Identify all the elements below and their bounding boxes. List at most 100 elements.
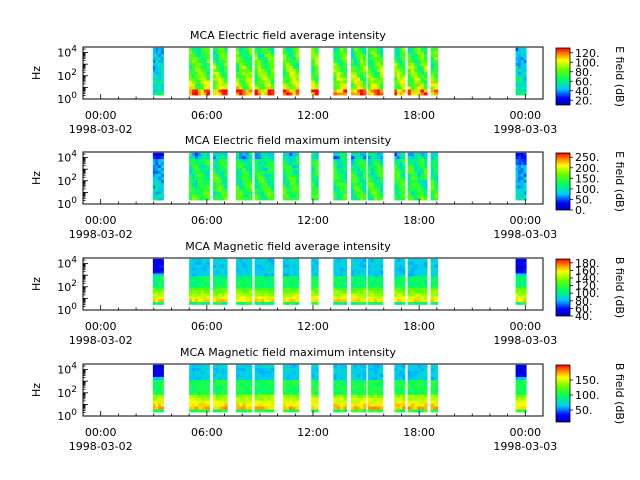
spectrogram-cell [189, 379, 193, 383]
spectrogram-cell [434, 167, 439, 171]
spectrogram-cell [520, 258, 524, 263]
spectrogram-cell [245, 295, 250, 300]
spectrogram-cell [236, 273, 240, 277]
spectrogram-cell [354, 83, 358, 87]
spectrogram-cell [213, 281, 217, 285]
spectrogram-cell [343, 68, 348, 72]
spectrogram-cell [221, 275, 225, 280]
spectrogram-cell [213, 284, 217, 288]
spectrogram-cell [402, 406, 406, 410]
spectrogram-cell [192, 164, 196, 168]
spectrogram-cell [397, 89, 401, 93]
spectrogram-cell [213, 80, 217, 84]
spectrogram-cell [270, 92, 275, 96]
spectrogram-cell [189, 170, 193, 174]
spectrogram-cell [289, 270, 293, 274]
spectrogram-cell [248, 164, 253, 168]
spectrogram-cell [520, 188, 524, 192]
spectrogram-cell [257, 370, 262, 375]
spectrogram-cell [343, 293, 348, 297]
spectrogram-cell [239, 155, 243, 160]
spectrogram-cell [373, 385, 378, 389]
spectrogram-cell [152, 161, 156, 166]
spectrogram-cell [314, 182, 319, 186]
spectrogram-cell [292, 394, 297, 398]
spectrogram-cell [370, 267, 375, 271]
spectrogram-cell [213, 273, 217, 277]
x-tick-label: 06:00 [191, 109, 223, 122]
spectrogram-cell [351, 65, 355, 69]
spectrogram-cell [370, 397, 375, 401]
spectrogram-cell [336, 71, 341, 75]
spectrogram-cell [289, 155, 293, 160]
spectrogram-cell [292, 267, 297, 271]
spectrogram-cell [261, 385, 265, 389]
spectrogram-cell [333, 367, 338, 372]
spectrogram-cell [213, 62, 217, 66]
spectrogram-cell [257, 182, 262, 186]
spectrogram-cell [257, 56, 262, 61]
spectrogram-cell [417, 394, 422, 398]
spectrogram-cell [189, 258, 193, 263]
spectrogram-cell [336, 173, 341, 177]
spectrogram-cell [248, 62, 253, 66]
spectrogram-cell [215, 167, 220, 171]
spectrogram-cell [248, 406, 253, 410]
spectrogram-cell [264, 152, 268, 157]
spectrogram-cell [394, 391, 398, 395]
spectrogram-cell [414, 275, 418, 280]
spectrogram-cell [194, 158, 199, 163]
spectrogram-cell [354, 152, 358, 157]
spectrogram-cell [343, 382, 348, 386]
spectrogram-cell [399, 158, 403, 163]
spectrogram-cell [289, 293, 293, 297]
spectrogram-cell [363, 295, 367, 300]
spectrogram-cell [417, 284, 422, 288]
spectrogram-cell [197, 273, 202, 277]
spectrogram-cell [248, 191, 253, 195]
spectrogram-cell [430, 56, 435, 61]
spectrogram-cell [194, 270, 199, 274]
spectrogram-cell [430, 59, 435, 63]
spectrogram-cell [189, 179, 193, 183]
spectrogram-cell [221, 71, 225, 75]
spectrogram-cell [248, 284, 253, 288]
spectrogram-cell [213, 86, 217, 90]
spectrogram-cell [336, 197, 341, 201]
spectrogram-cell [295, 403, 300, 407]
spectrogram-cell [394, 194, 398, 198]
spectrogram-cell [333, 182, 338, 186]
spectrogram-cell [394, 388, 398, 392]
spectrogram-cell [189, 385, 193, 389]
spectrogram-cell [254, 74, 259, 78]
spectrogram-cell [192, 47, 196, 52]
spectrogram-cell [360, 179, 364, 183]
spectrogram-cell [200, 264, 205, 268]
spectrogram-cell [520, 164, 524, 168]
spectrogram-cell [248, 281, 253, 285]
spectrogram-cell [248, 379, 253, 383]
spectrogram-cell [224, 56, 228, 61]
spectrogram-cell [360, 301, 364, 305]
spectrogram-cell [270, 409, 275, 413]
spectrogram-cell [379, 59, 384, 63]
spectrogram-cell [311, 273, 316, 277]
spectrogram-cell [523, 182, 527, 186]
data-block [189, 47, 210, 96]
spectrogram-cell [314, 397, 319, 401]
spectrogram-cell [376, 83, 381, 87]
spectrogram-cell [311, 74, 316, 78]
spectrogram-cell [367, 278, 372, 283]
spectrogram-cell [367, 391, 372, 395]
spectrogram-cell [430, 270, 435, 274]
spectrogram-cell [360, 364, 364, 369]
spectrogram-cell [254, 367, 259, 372]
spectrogram-cell [239, 394, 243, 398]
spectrogram-cell [267, 197, 272, 201]
spectrogram-cell [354, 270, 358, 274]
spectrogram-cell [270, 406, 275, 410]
spectrogram-cell [270, 188, 275, 192]
spectrogram-cell [221, 367, 225, 372]
spectrogram-cell [518, 284, 522, 288]
spectrogram-cell [417, 391, 422, 395]
